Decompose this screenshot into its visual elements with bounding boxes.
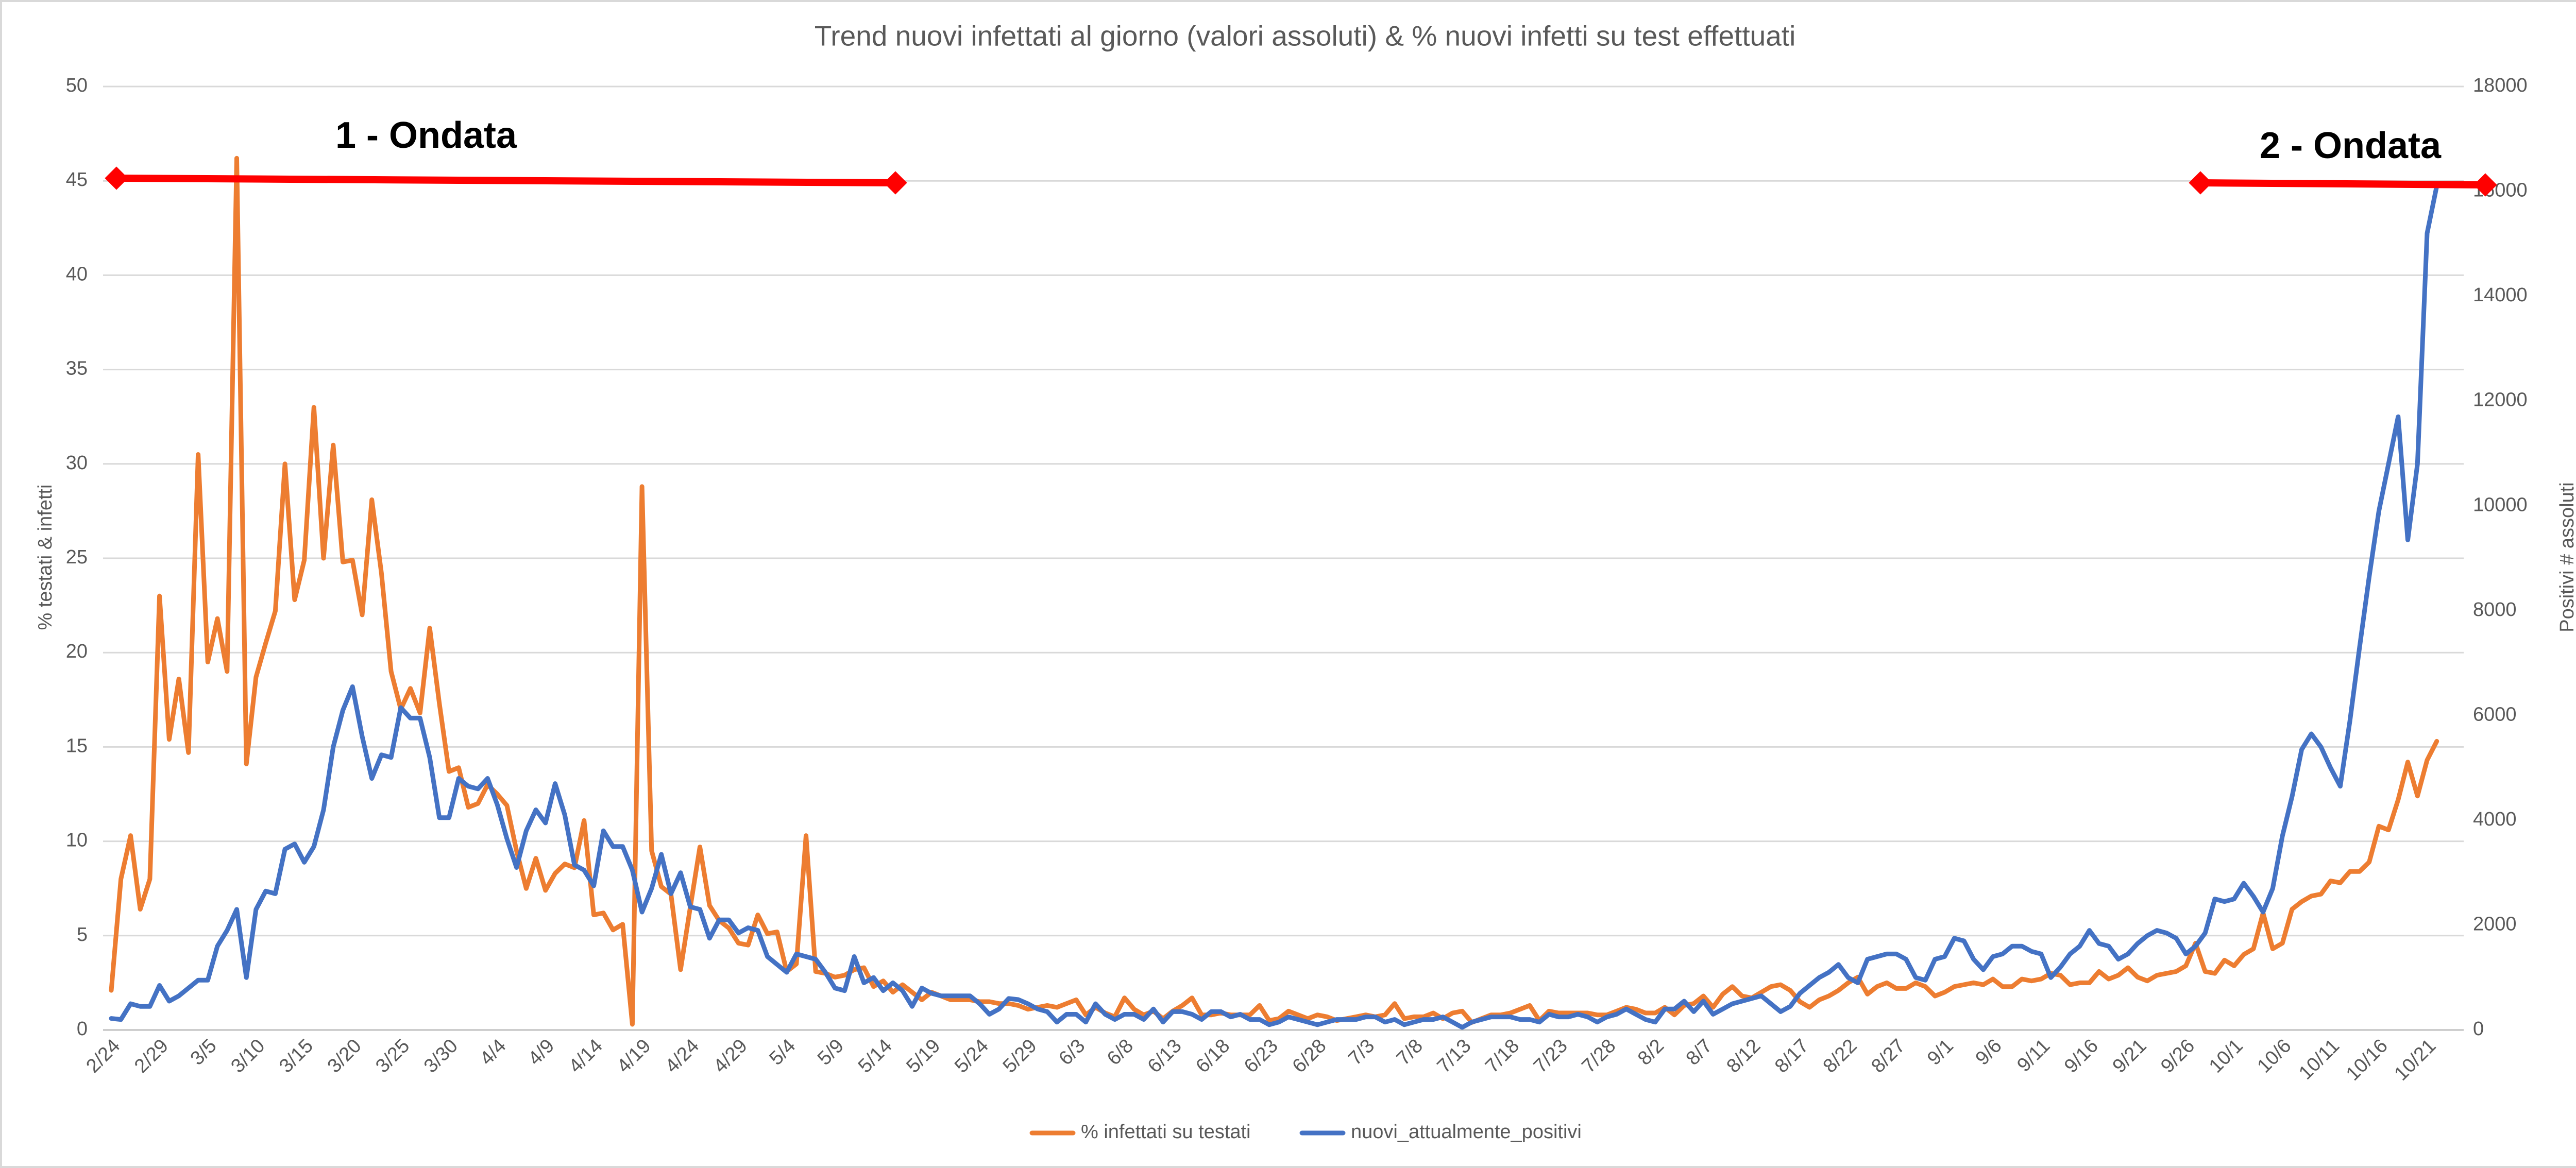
wave-2-marker: [2189, 171, 2497, 197]
y2-tick-label: 18000: [2473, 75, 2528, 96]
annotation: 1 - Ondata: [335, 115, 517, 156]
chart-title: Trend nuovi infettati al giorno (valori …: [815, 20, 1796, 52]
y2-tick-label: 14000: [2473, 284, 2528, 306]
series-line: [109, 183, 2439, 1030]
y2-tick-label: 4000: [2473, 809, 2517, 830]
y-axis-title: % testati & infetti: [35, 484, 56, 630]
y-tick-label: 0: [77, 1018, 88, 1040]
y2-tick-label: 0: [2473, 1018, 2484, 1040]
annotation: 2 - Ondata: [2260, 125, 2442, 166]
diamond: [2473, 173, 2497, 197]
y2-tick-label: 12000: [2473, 389, 2528, 411]
y2-tick-label: 2000: [2473, 913, 2517, 935]
wave-line: [2200, 179, 2486, 188]
y-tick-label: 45: [66, 169, 88, 191]
y-tick-label: 15: [66, 735, 88, 757]
y2-tick-label: 8000: [2473, 599, 2517, 621]
legend-label: % infettati su testati: [1081, 1121, 1251, 1143]
y-tick-label: 25: [66, 546, 88, 568]
y-tick-label: 40: [66, 263, 88, 285]
diamond: [2189, 171, 2212, 195]
y-tick-label: 30: [66, 452, 88, 474]
y2-tick-label: 10000: [2473, 494, 2528, 516]
y-tick-label: 5: [77, 924, 88, 946]
diamond: [105, 166, 128, 190]
y-tick-label: 50: [66, 75, 88, 96]
legend-label: nuovi_attualmente_positivi: [1351, 1121, 1582, 1143]
y-tick-label: 20: [66, 641, 88, 662]
y-tick-label: 10: [66, 830, 88, 851]
y2-tick-label: 6000: [2473, 703, 2517, 725]
y-tick-label: 35: [66, 358, 88, 380]
wave-line: [116, 175, 896, 186]
y2-axis-title: Positivi # assoluti: [2556, 482, 2576, 632]
